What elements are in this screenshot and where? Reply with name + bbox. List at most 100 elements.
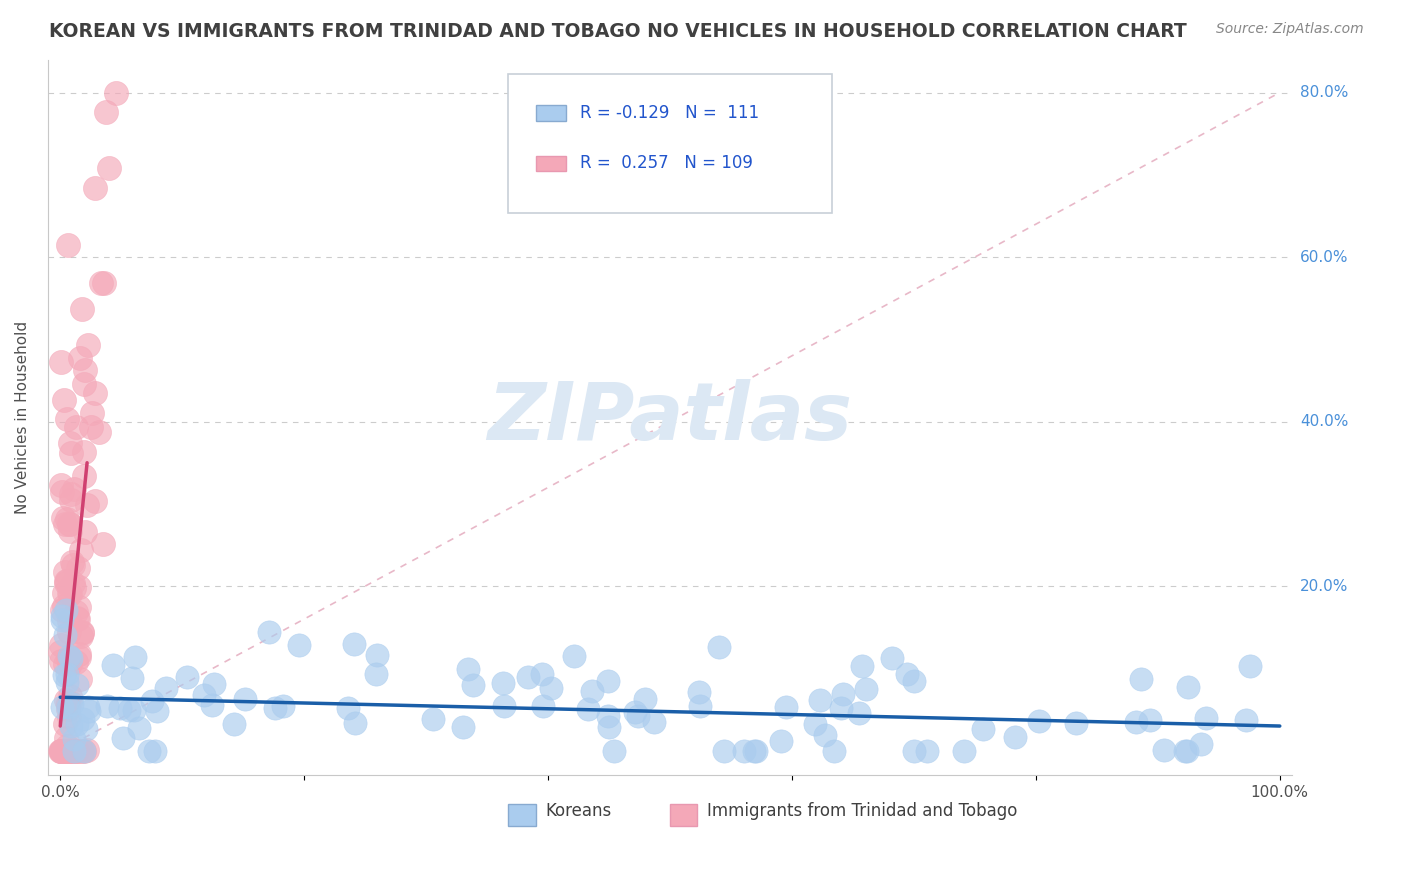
Point	[58, 655, 80, 669]
Point	[70, 543, 93, 558]
Point	[492, 699, 515, 714]
Point	[84, 386, 107, 401]
Point	[832, 687, 855, 701]
Point	[336, 701, 359, 715]
Point	[193, 689, 215, 703]
Point	[55, 744, 77, 758]
Point	[56, 667, 79, 681]
Point	[52, 744, 75, 758]
Point	[93, 277, 115, 291]
Point	[823, 744, 845, 758]
Point	[1028, 714, 1050, 729]
Point	[176, 670, 198, 684]
Point	[915, 744, 938, 758]
Point	[775, 700, 797, 714]
Point	[814, 728, 837, 742]
Point	[155, 681, 177, 695]
Point	[742, 744, 765, 758]
Point	[52, 511, 75, 525]
Point	[75, 722, 97, 736]
Point	[1130, 672, 1153, 686]
Point	[53, 599, 76, 614]
Point	[58, 614, 80, 628]
Point	[67, 647, 90, 661]
Point	[69, 629, 91, 643]
Point	[62, 732, 84, 747]
Point	[1239, 658, 1261, 673]
Point	[143, 744, 166, 758]
Point	[49, 355, 72, 369]
Text: R = -0.129   N =  111: R = -0.129 N = 111	[581, 104, 759, 122]
Point	[517, 670, 540, 684]
Point	[118, 703, 141, 717]
Point	[627, 709, 650, 723]
Point	[598, 720, 620, 734]
FancyBboxPatch shape	[536, 105, 565, 121]
Point	[76, 338, 98, 352]
Point	[110, 701, 132, 715]
Point	[808, 693, 831, 707]
Point	[688, 685, 710, 699]
Text: 40.0%: 40.0%	[1301, 414, 1348, 429]
Point	[713, 744, 735, 758]
Point	[60, 446, 83, 460]
Point	[576, 702, 599, 716]
Point	[51, 484, 73, 499]
Point	[51, 744, 73, 758]
Point	[55, 692, 77, 706]
Point	[66, 561, 89, 575]
Point	[60, 744, 83, 758]
Point	[55, 603, 77, 617]
Point	[67, 599, 90, 614]
Point	[70, 302, 93, 317]
Point	[58, 516, 80, 531]
Point	[56, 744, 79, 758]
Point	[492, 676, 515, 690]
Point	[59, 690, 82, 704]
Point	[66, 678, 89, 692]
Point	[598, 673, 620, 688]
Point	[58, 624, 80, 639]
Point	[972, 723, 994, 737]
Point	[56, 237, 79, 252]
Point	[72, 744, 94, 758]
Point	[52, 392, 75, 407]
Point	[366, 648, 388, 662]
Point	[60, 744, 83, 758]
Point	[53, 565, 76, 579]
Point	[603, 744, 626, 758]
Point	[56, 511, 79, 525]
Point	[953, 744, 976, 758]
Point	[848, 706, 870, 720]
Point	[58, 710, 80, 724]
Point	[53, 628, 76, 642]
Point	[128, 721, 150, 735]
Point	[58, 586, 80, 600]
Point	[59, 587, 82, 601]
Point	[76, 700, 98, 714]
Point	[89, 425, 111, 439]
Point	[73, 363, 96, 377]
Point	[98, 161, 121, 175]
Point	[53, 717, 76, 731]
Point	[53, 517, 76, 532]
Point	[146, 704, 169, 718]
Point	[1153, 743, 1175, 757]
Point	[55, 576, 77, 591]
Point	[76, 498, 98, 512]
Point	[62, 581, 84, 595]
Point	[65, 656, 87, 670]
Point	[80, 420, 103, 434]
Point	[84, 494, 107, 508]
Point	[707, 640, 730, 654]
Point	[903, 744, 925, 758]
Point	[634, 692, 657, 706]
Point	[122, 703, 145, 717]
Point	[94, 104, 117, 119]
Point	[51, 744, 73, 758]
Point	[343, 716, 366, 731]
Point	[1125, 715, 1147, 730]
Point	[66, 717, 89, 731]
Point	[49, 478, 72, 492]
Point	[49, 744, 72, 758]
